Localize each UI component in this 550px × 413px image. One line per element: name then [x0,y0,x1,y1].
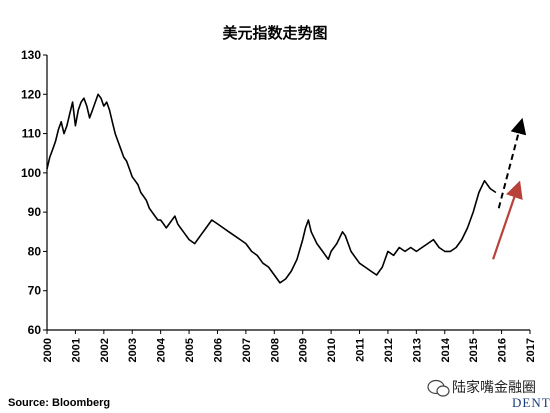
watermark-brand: DENT [512,395,550,410]
x-tick-label: 2002 [99,338,111,362]
x-tick-label: 2012 [383,338,395,362]
y-ticks: 60 70 80 90 100 110 120 130 [21,48,47,337]
x-tick-label: 2005 [184,338,196,362]
watermark: 陆家嘴金融圈 DENT [427,379,550,410]
watermark-text: 陆家嘴金融圈 [452,379,536,396]
forecast-dashed-arrow [497,117,527,209]
x-tick-label: 2000 [42,338,54,362]
x-tick-label: 2001 [70,338,82,362]
x-tick-label: 2003 [127,338,139,362]
trend-red-arrow [492,180,523,260]
x-ticks: 2000 2001 2002 2003 2004 2005 2006 2007 2008 2009… [42,330,537,362]
x-tick-label: 2011 [355,338,367,362]
x-tick-label: 2017 [525,338,537,362]
wechat-icon [427,379,450,397]
y-tick-label: 70 [28,284,42,298]
series-group [46,93,527,284]
x-tick-label: 2009 [298,338,310,362]
y-tick-label: 80 [28,244,42,258]
y-tick-label: 130 [21,48,41,62]
chart-title: 美元指数走势图 [222,24,327,42]
x-tick-label: 2016 [497,338,509,362]
x-tick-label: 2007 [241,338,253,362]
x-tick-label: 2004 [156,337,168,362]
y-tick-label: 110 [22,127,42,141]
series-line-dxy [46,93,497,284]
x-tick-label: 2013 [411,338,423,362]
y-tick-label: 120 [21,87,41,101]
x-tick-label: 2008 [269,338,281,362]
y-tick-label: 100 [21,166,41,180]
source-note: Source: Bloomberg [8,397,110,409]
x-tick-label: 2015 [468,338,480,362]
y-tick-label: 60 [28,323,42,337]
x-tick-label: 2014 [440,337,452,362]
x-tick-label: 2010 [326,338,338,362]
y-tick-label: 90 [28,205,42,219]
x-tick-label: 2006 [212,338,224,362]
